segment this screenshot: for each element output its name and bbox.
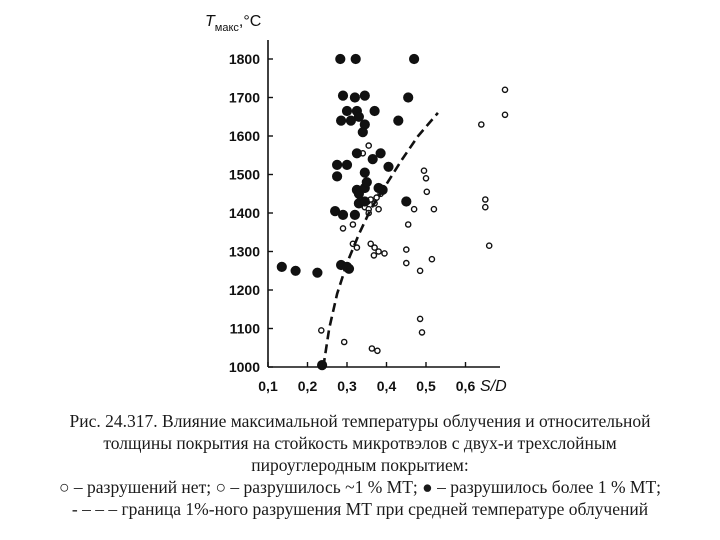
filled-point [350, 53, 361, 65]
caption-legend-line: ○ – разрушений нет; ○ – разрушилось ~1 %… [58, 477, 662, 497]
filled-point [351, 148, 362, 159]
filled-point [367, 154, 378, 165]
x-tick-label: 0,2 [298, 378, 318, 394]
open-point [381, 250, 388, 257]
filled-point [332, 171, 343, 182]
filled-point [409, 53, 420, 65]
y-axis-title: Tмакс,°C [205, 13, 261, 34]
open-point [430, 205, 438, 213]
x-tick-label: 0,5 [416, 378, 436, 394]
open-point [349, 221, 357, 228]
filled-point [359, 167, 370, 178]
filled-point [312, 267, 323, 278]
open-point [481, 196, 489, 203]
chart-ticks: 1000 1100 1200 1300 1400 1500 1600 1700 1800 0,1 0… [229, 51, 476, 394]
open-point [501, 111, 509, 119]
open-point [375, 248, 382, 255]
filled-point [375, 148, 386, 159]
open-point [410, 205, 418, 213]
open-point [375, 205, 382, 213]
filled-point [276, 261, 287, 272]
x-tick-label: 0,3 [337, 378, 357, 394]
y-tick-label: 1400 [229, 205, 260, 221]
open-point [402, 246, 410, 253]
x-axis-title: S/D [480, 378, 507, 395]
open-point [339, 225, 347, 232]
open-point [317, 327, 325, 334]
chart-axes [267, 40, 500, 368]
open-point [416, 315, 424, 323]
open-point [367, 240, 375, 248]
filled-point [401, 196, 412, 207]
boundary-curve [322, 112, 439, 368]
open-point [371, 244, 378, 251]
open-point [416, 267, 424, 275]
figure-caption: Рис. 24.317. Влияние максимальной темпер… [0, 410, 720, 520]
filled-point [359, 196, 370, 207]
filled-point [335, 53, 346, 65]
y-tick-label: 1500 [229, 167, 260, 183]
open-point [402, 259, 410, 267]
filled-point [341, 105, 353, 117]
filled-point [383, 161, 394, 172]
caption-boundary-line: - – – – граница 1%-ного разрушения МТ пр… [71, 499, 649, 519]
open-point [404, 221, 412, 228]
y-tick-label: 1200 [229, 282, 260, 298]
y-tick-label: 1000 [229, 359, 260, 375]
open-point [340, 338, 348, 346]
open-point [423, 188, 431, 196]
filled-point [341, 159, 353, 170]
filled-point [336, 115, 347, 126]
open-point [370, 252, 378, 259]
filled-point [361, 177, 372, 188]
caption-line-3: пироуглеродным покрытием: [251, 455, 469, 475]
open-point [477, 121, 485, 128]
filled-point [393, 115, 404, 126]
x-tick-label: 0,1 [258, 378, 278, 394]
open-point [418, 329, 426, 336]
filled-point [337, 90, 349, 101]
filled-point [353, 111, 364, 122]
filled-point [290, 265, 301, 276]
filled-point [349, 209, 360, 220]
open-point [365, 142, 373, 149]
open-point [353, 244, 361, 251]
open-point [428, 255, 436, 263]
scatter-chart: 1000 1100 1200 1300 1400 1500 1600 1700 1800 0,1 0… [205, 13, 509, 395]
filled-point [357, 127, 368, 138]
y-tick-label: 1800 [229, 51, 260, 67]
caption-line-1: Рис. 24.317. Влияние максимальной темпер… [69, 411, 651, 431]
filled-point [403, 92, 414, 103]
open-point [420, 167, 428, 174]
filled-point [332, 159, 343, 170]
x-tick-label: 0,4 [377, 378, 397, 394]
y-tick-label: 1300 [229, 244, 260, 260]
open-point [368, 345, 376, 352]
filled-point [349, 92, 360, 103]
open-point [481, 203, 489, 211]
open-point [501, 86, 509, 94]
y-tick-label: 1600 [229, 128, 260, 144]
filled-point [330, 206, 341, 217]
open-point [485, 242, 493, 249]
open-point [422, 174, 430, 182]
data-points [276, 53, 509, 371]
y-tick-label: 1700 [229, 90, 260, 106]
filled-point [359, 90, 370, 101]
open-point [374, 347, 381, 355]
y-tick-label: 1100 [230, 321, 261, 337]
caption-line-2: толщины покрытия на стойкость микротвэло… [103, 433, 617, 453]
filled-point [369, 105, 380, 117]
x-tick-label: 0,6 [456, 378, 476, 394]
